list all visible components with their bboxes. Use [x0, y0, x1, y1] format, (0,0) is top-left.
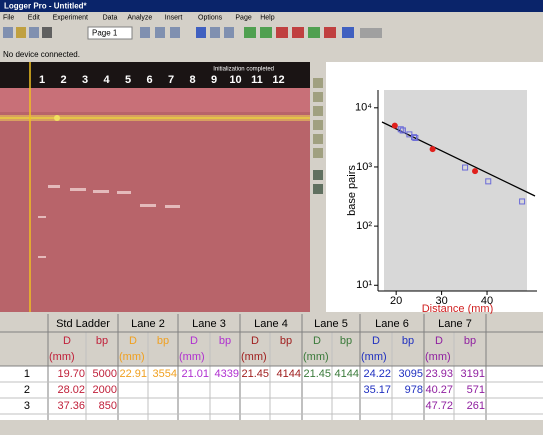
- lane-number: 4: [103, 74, 110, 86]
- menu-item[interactable]: Page: [235, 14, 251, 21]
- lane-number: 12: [272, 74, 284, 86]
- data-table: Std Ladder D (mm) bp Lane 2 D (mm) bp Lane 3 D (mm…: [0, 314, 543, 420]
- menu-item[interactable]: Experiment: [53, 14, 88, 21]
- y-axis-label: base pairs: [346, 165, 358, 216]
- standard-point: [392, 123, 398, 129]
- y-tick-label: 10²: [356, 220, 372, 232]
- column-header: D: [190, 335, 198, 347]
- table-cell: 37.36: [57, 400, 85, 412]
- status-text: No device connected.: [3, 50, 80, 59]
- lane-number: 3: [82, 74, 88, 86]
- menu-item[interactable]: Data: [103, 14, 118, 21]
- column-header: bp: [96, 335, 108, 347]
- table-cell: 850: [99, 400, 117, 412]
- scrollbar[interactable]: [0, 420, 543, 430]
- table-cell: 261: [467, 400, 485, 412]
- column-header: bp: [157, 335, 169, 347]
- table-cell: 23.93: [425, 368, 453, 380]
- table-cell: 571: [467, 384, 485, 396]
- gel-image: [0, 62, 310, 312]
- lane-number: 6: [146, 74, 152, 86]
- lane-number: 5: [125, 74, 131, 86]
- column-header: bp: [219, 335, 231, 347]
- table-cell: 21.01: [181, 368, 209, 380]
- table-cell: 19.70: [57, 368, 85, 380]
- column-header: D: [435, 335, 443, 347]
- row-index: 2: [24, 384, 30, 396]
- image-caption: Initialization completed: [213, 67, 274, 73]
- standard-point: [472, 168, 478, 174]
- lane-number: 10: [229, 74, 241, 86]
- lane-number: 11: [251, 74, 263, 86]
- column-header: bp: [340, 335, 352, 347]
- menu-item[interactable]: Analyze: [127, 14, 152, 21]
- group-header: Lane 3: [192, 318, 226, 330]
- column-header: D: [251, 335, 259, 347]
- table-cell: 978: [405, 384, 423, 396]
- x-tick-label: 20: [390, 295, 402, 307]
- unit-label: (mm): [179, 351, 205, 363]
- standard-point: [430, 146, 436, 152]
- table-cell: 3191: [461, 368, 485, 380]
- window-title: Logger Pro - Untitled*: [4, 2, 88, 11]
- x-axis-label: Distance (mm): [422, 303, 494, 315]
- menu-item[interactable]: Options: [198, 14, 223, 21]
- table-cell: 3554: [153, 368, 177, 380]
- table-cell: 47.72: [425, 400, 453, 412]
- lane-number: 9: [211, 74, 217, 86]
- shaded-region: [384, 90, 527, 291]
- table-cell: 24.22: [363, 368, 391, 380]
- group-header: Std Ladder: [56, 318, 110, 330]
- lane-number: 2: [60, 74, 66, 86]
- column-header: bp: [280, 335, 292, 347]
- y-tick-label: 10¹: [356, 279, 372, 291]
- table-cell: 28.02: [57, 384, 85, 396]
- table-cell: 21.45: [241, 368, 269, 380]
- menu-item[interactable]: File: [3, 14, 14, 21]
- app-window: Logger Pro - Untitled* File Edit Experimen…: [0, 0, 543, 430]
- table-cell: 4144: [335, 368, 359, 380]
- group-header: Lane 4: [254, 318, 288, 330]
- menu-item[interactable]: Edit: [28, 14, 40, 21]
- page-selector-label: Page 1: [92, 29, 118, 38]
- table-cell: 3095: [399, 368, 423, 380]
- column-header: D: [129, 335, 137, 347]
- column-header: D: [372, 335, 380, 347]
- column-header: D: [63, 335, 71, 347]
- menu-bar: File Edit Experiment Data Analyze Insert Optio…: [0, 12, 543, 22]
- tool-icons: [313, 78, 323, 194]
- unit-label: (mm): [49, 351, 75, 363]
- table-cell: 22.91: [119, 368, 147, 380]
- group-header: Lane 7: [438, 318, 472, 330]
- unit-label: (mm): [425, 351, 451, 363]
- table-cell: 4339: [215, 368, 239, 380]
- unit-label: (mm): [303, 351, 329, 363]
- group-header: Lane 2: [131, 318, 165, 330]
- column-header: D: [313, 335, 321, 347]
- unit-label: (mm): [241, 351, 267, 363]
- menu-item[interactable]: Help: [260, 14, 275, 21]
- table-cell: 4144: [277, 368, 301, 380]
- unit-label: (mm): [119, 351, 145, 363]
- table-cell: 5000: [93, 368, 117, 380]
- row-index: 1: [24, 368, 30, 380]
- lane-number: 8: [189, 74, 195, 86]
- menu-item[interactable]: Insert: [165, 14, 183, 21]
- table-cell: 21.45: [303, 368, 331, 380]
- table-cell: 40.27: [425, 384, 453, 396]
- y-tick-label: 10⁴: [355, 102, 372, 114]
- y-tick-label: 10³: [356, 161, 372, 173]
- group-header: Lane 5: [314, 318, 348, 330]
- table-cell: 2000: [93, 384, 117, 396]
- table-cell: 35.17: [363, 384, 391, 396]
- lane-number: 7: [168, 74, 174, 86]
- group-header: Lane 6: [375, 318, 409, 330]
- column-header: bp: [464, 335, 476, 347]
- unit-label: (mm): [361, 351, 387, 363]
- lane-number: 1: [39, 74, 45, 86]
- row-index: 3: [24, 400, 30, 412]
- column-header: bp: [402, 335, 414, 347]
